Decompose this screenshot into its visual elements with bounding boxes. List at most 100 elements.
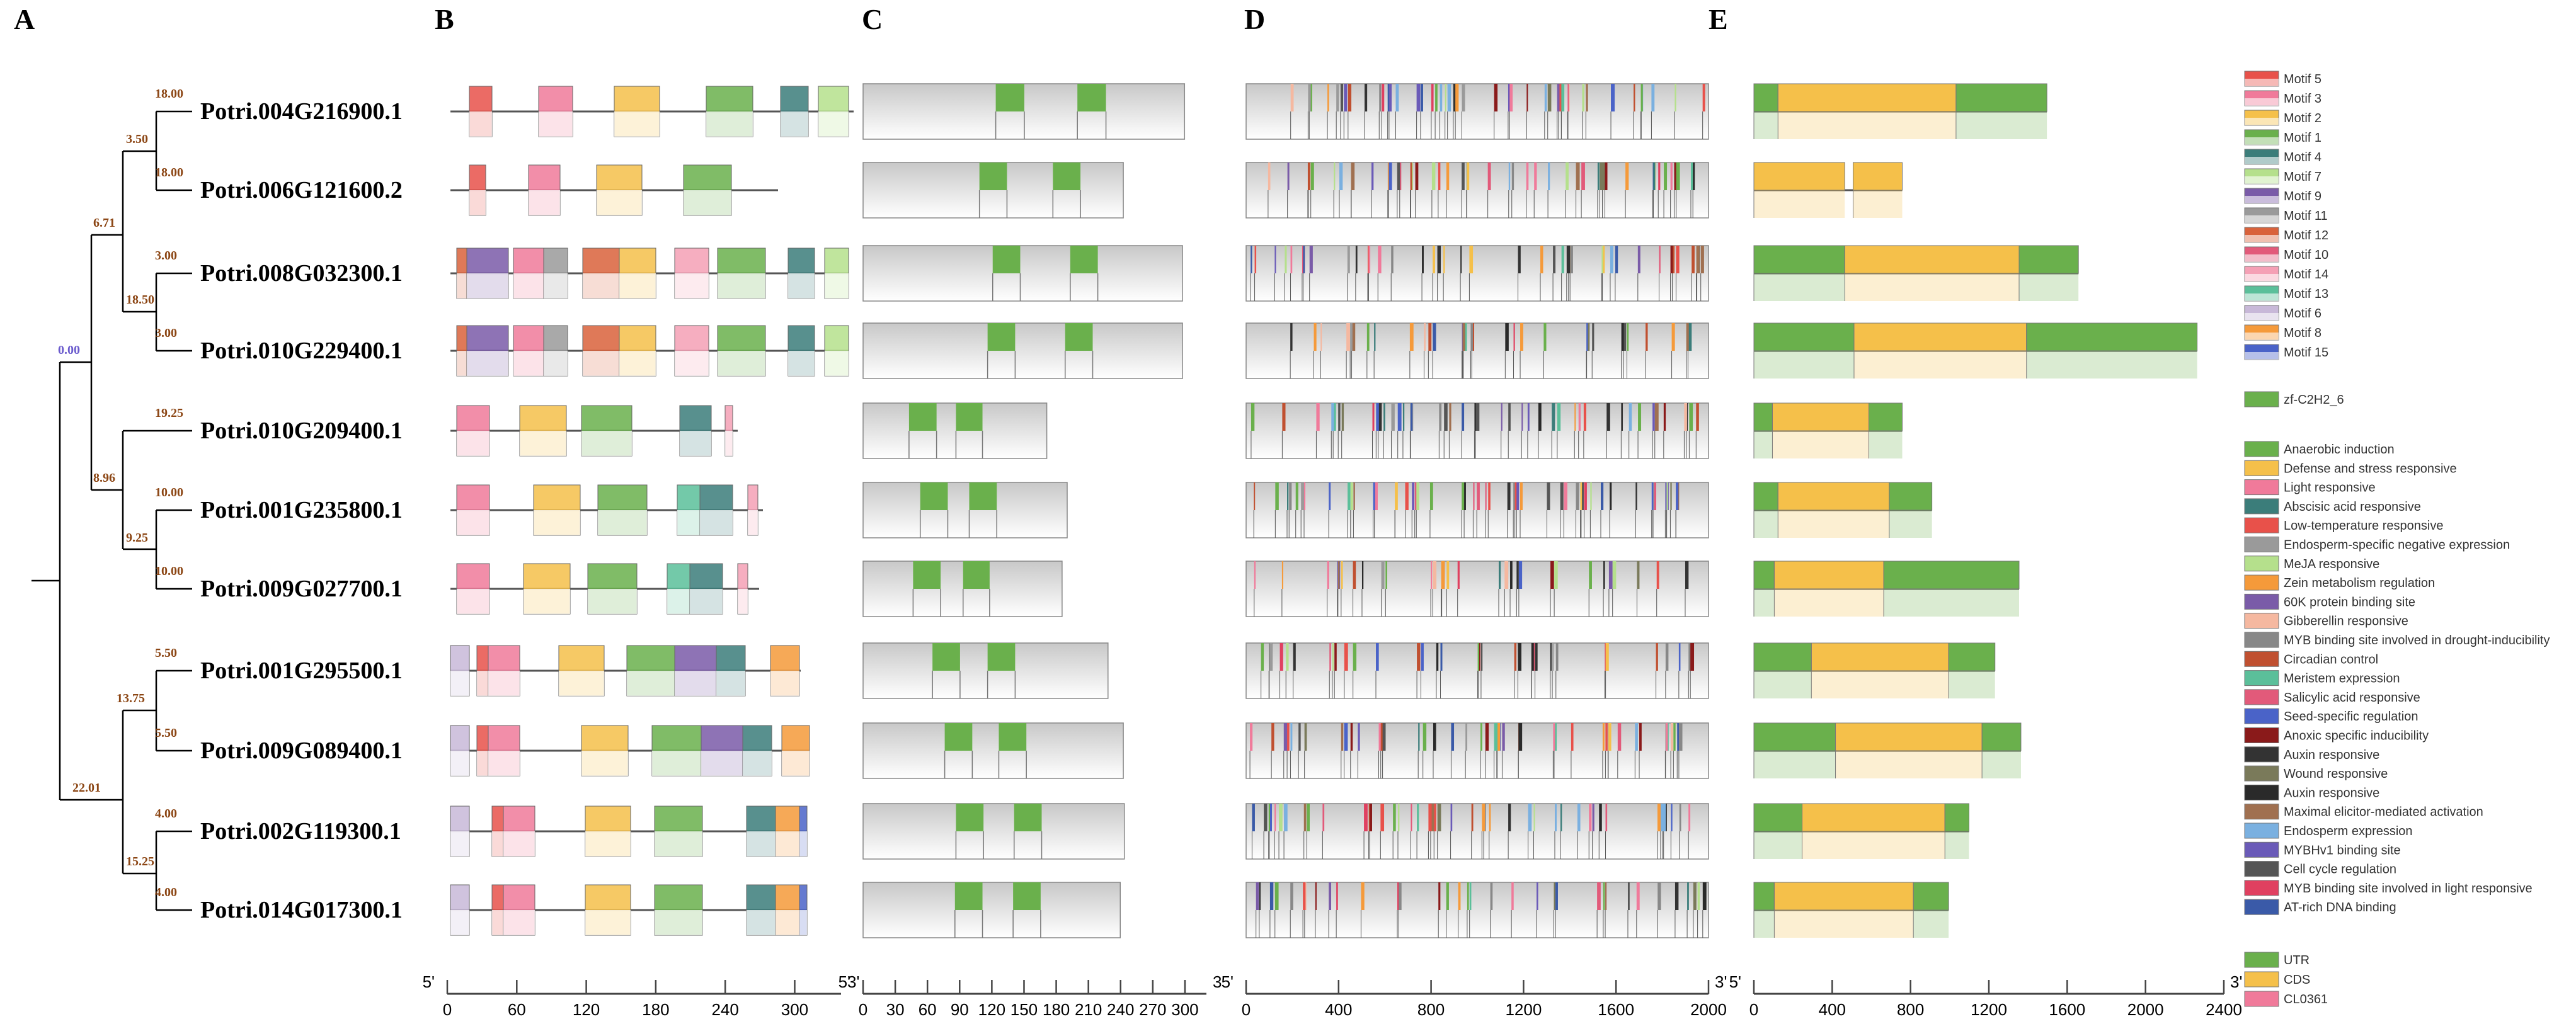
tree-node-label: 9.25 [126, 531, 148, 545]
legends: Motif 5 Motif 3 Motif 2 Motif 1 Motif 4 Motif… [2244, 71, 2550, 1007]
utr-box [1955, 83, 2047, 112]
element-legend-label: Endosperm-specific negative expression [2284, 538, 2510, 552]
motif-legend-label: Motif 9 [2284, 190, 2321, 203]
cis-element-mark [1603, 882, 1605, 910]
motif-box-fade [524, 589, 570, 614]
domain-legend-label: zf-C2H2_6 [2284, 393, 2344, 407]
cis-element-mark [1557, 84, 1560, 111]
motif-box-fade [588, 589, 637, 614]
motif-box-fade [513, 273, 544, 299]
protein-box [862, 322, 1183, 379]
domain-box [954, 882, 983, 910]
domain-box [1065, 323, 1093, 351]
cis-element-mark [1465, 723, 1468, 751]
cis-element-mark [1438, 882, 1441, 910]
cis-element-mark [1673, 723, 1676, 751]
cis-element-mark [1254, 246, 1257, 273]
cis-element-mark [1290, 882, 1293, 910]
segment-fade [1754, 111, 1778, 139]
axis-end-label: 3' [2230, 972, 2242, 991]
cis-element-mark [1329, 482, 1331, 510]
cis-element-mark [1287, 482, 1289, 510]
cis-element-mark [1520, 323, 1523, 351]
cds-box [1844, 245, 2020, 274]
cis-element-mark [1560, 482, 1564, 510]
cis-element-mark [1381, 561, 1385, 589]
cis-element-mark [1678, 723, 1683, 751]
cis-element-mark [1511, 882, 1514, 910]
cis-element-mark [1589, 804, 1592, 831]
legend-swatch [2244, 823, 2279, 839]
cis-element-mark [1399, 162, 1402, 190]
cds-box [1773, 882, 1914, 911]
cis-element-mark [1518, 246, 1521, 273]
cis-element-mark [1656, 643, 1658, 671]
segment-fade [1754, 431, 1773, 458]
element-legend-label: Abscisic acid responsive [2284, 500, 2421, 514]
motif-box-fade [450, 910, 469, 935]
cis-element-mark [1470, 323, 1473, 351]
cis-element-mark [1602, 723, 1605, 751]
motif-box-fade [655, 831, 702, 857]
axis-tick-label: 300 [781, 1000, 808, 1019]
motif-box-fade [492, 831, 503, 857]
axis-tick-label: 270 [1139, 1000, 1166, 1019]
segment-fade [1853, 351, 2027, 379]
cds-box [1853, 162, 1903, 191]
axis-tick-label: 240 [1107, 1000, 1134, 1019]
motif-legend-label: Motif 14 [2284, 268, 2328, 282]
cis-element-mark [1364, 804, 1368, 831]
cis-element-mark [1378, 403, 1382, 431]
cis-element-mark [1686, 323, 1689, 351]
domain-box [944, 723, 973, 751]
cis-element-mark [1331, 403, 1334, 431]
cis-element-mark [1433, 723, 1436, 751]
leaf-node-label: 10.00 [155, 564, 183, 578]
cis-element-mark [1445, 84, 1446, 111]
utr-box [1948, 642, 1996, 671]
segment-fade [1778, 111, 1956, 139]
cis-element-mark [1552, 643, 1554, 671]
cis-element-mark [1514, 482, 1518, 510]
cis-element-mark [1455, 84, 1459, 111]
cis-element-mark [1605, 723, 1608, 751]
cis-element-mark [1424, 323, 1426, 351]
legend-swatch-fade [2245, 215, 2279, 223]
axis-start-label: 5' [423, 972, 435, 991]
cis-element-mark [1282, 403, 1286, 431]
motif-box-fade [469, 190, 486, 215]
cis-element-mark [1388, 84, 1392, 111]
cis-element-mark [1665, 723, 1668, 751]
cis-element-mark [1602, 246, 1605, 273]
segment-fade [1884, 589, 2019, 617]
cis-element-mark [1447, 84, 1451, 111]
cis-element-mark [1440, 643, 1443, 671]
motif-box-fade [799, 910, 807, 935]
cis-element-mark [1615, 246, 1618, 273]
cis-element-mark [1666, 482, 1668, 510]
cis-element-mark [1383, 403, 1385, 431]
cis-element-mark [1421, 643, 1424, 671]
cis-element-mark [1597, 882, 1601, 910]
segment-fade [1754, 190, 1845, 218]
cis-element-mark [1376, 643, 1379, 671]
motif-legend-label: Motif 4 [2284, 151, 2321, 164]
cis-element-mark [1576, 482, 1579, 510]
cis-element-mark [1303, 246, 1305, 273]
structure-legend-label: CL0361 [2284, 993, 2328, 1006]
motif-box-fade [450, 671, 469, 696]
motif-box-fade [581, 431, 632, 456]
protein-box [862, 561, 1063, 617]
axis-tick-label: 1600 [1598, 1000, 1634, 1019]
gene-label: Potri.010G209400.1 [200, 418, 403, 444]
cis-element-mark [1462, 84, 1465, 111]
cis-element-mark [1467, 162, 1470, 190]
motif-box-fade [675, 351, 709, 376]
domain-box [995, 84, 1024, 111]
cds-box [1802, 803, 1945, 832]
cis-element-mark [1554, 804, 1557, 831]
segment-fade [1754, 751, 1836, 778]
tree-root-label: 0.00 [58, 343, 80, 357]
cis-element-mark [1431, 84, 1434, 111]
motif-box-fade [614, 111, 660, 137]
